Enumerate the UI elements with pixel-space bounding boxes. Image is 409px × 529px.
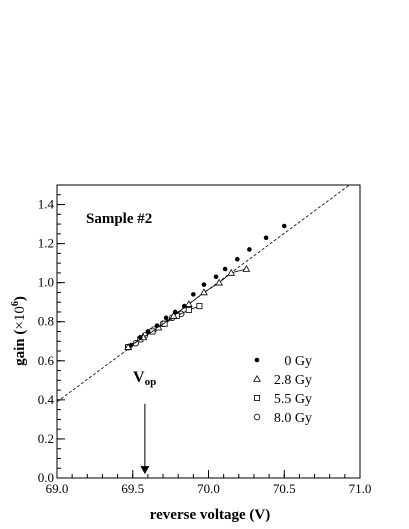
x-tick-label: 71.0 (349, 481, 372, 496)
x-tick-label: 69.5 (121, 481, 144, 496)
data-point (132, 340, 139, 347)
x-axis-title: reverse voltage (V) (150, 507, 271, 523)
data-point (145, 329, 151, 334)
data-point (213, 274, 219, 280)
data-point (184, 300, 193, 307)
y-tick-label: 0.8 (38, 314, 54, 329)
vop-arrow-head (140, 466, 150, 475)
data-point (234, 256, 240, 262)
y-axis-title-exp: 6 (10, 301, 21, 306)
y-tick-label: 1.2 (38, 236, 54, 251)
data-point (181, 303, 187, 309)
plot-frame (56, 184, 361, 479)
vop-arrow (140, 403, 150, 475)
data-point (154, 323, 160, 328)
legend-label: 5.5 Gy (274, 392, 312, 407)
vop-label-main: V (133, 369, 145, 386)
legend-entry: 0 Gy (254, 354, 312, 369)
y-tick-label: 0.6 (38, 353, 55, 368)
y-tick-label: 0.0 (38, 470, 54, 485)
data-point (163, 315, 169, 321)
data-point (215, 278, 223, 286)
series-group (128, 223, 287, 348)
data-point (185, 307, 192, 314)
data-point (169, 311, 178, 319)
y-axis-title-main: gain ( (12, 330, 28, 366)
y-axis-title-close: ) (12, 296, 28, 301)
ticks-layer: 69.0 69.5 70.0 70.5 71.0 0.0 0.2 0.4 0.6 0.8 1.0 1.… (38, 184, 372, 496)
data-point (247, 247, 252, 252)
legend: 0 Gy 2.8 Gy 5.5 Gy 8.0 Gy (253, 354, 312, 426)
data-point (227, 268, 236, 276)
legend-entry: 5.5 Gy (253, 392, 312, 407)
legend-entry: 8.0 Gy (253, 411, 312, 426)
data-point (191, 292, 196, 297)
legend-label: 8.0 Gy (274, 411, 312, 426)
y-tick-label: 0.2 (38, 431, 54, 446)
data-point (263, 235, 269, 241)
data-point (200, 288, 208, 296)
series-layer (124, 223, 287, 351)
y-axis-title: gain (×106) (10, 296, 28, 366)
legend-marker (253, 394, 260, 401)
legend-label: 2.8 Gy (274, 373, 312, 388)
legend-marker (253, 413, 261, 421)
legend-marker (254, 357, 260, 363)
data-point (196, 303, 203, 310)
x-tick-label: 69.0 (46, 481, 69, 496)
data-point (138, 335, 143, 340)
y-axis-title-times: ×10 (12, 306, 28, 329)
x-tick-label: 70.5 (273, 481, 296, 496)
data-point (281, 223, 287, 229)
data-point (172, 309, 178, 315)
y-tick-label: 0.4 (38, 392, 55, 407)
y-tick-label: 1.4 (38, 197, 55, 212)
vop-label: Vop (133, 369, 156, 388)
data-point (222, 266, 228, 272)
data-point (161, 320, 168, 327)
data-point (201, 282, 207, 287)
data-point (128, 342, 134, 348)
legend-label: 0 Gy (284, 354, 312, 369)
y-tick-label: 1.0 (38, 275, 54, 290)
data-point (242, 264, 251, 272)
sample-label: Sample #2 (86, 211, 152, 227)
legend-marker (253, 374, 261, 382)
vop-label-sub: op (145, 376, 157, 388)
x-tick-label: 70.0 (197, 481, 220, 496)
legend-entry: 2.8 Gy (253, 373, 312, 388)
